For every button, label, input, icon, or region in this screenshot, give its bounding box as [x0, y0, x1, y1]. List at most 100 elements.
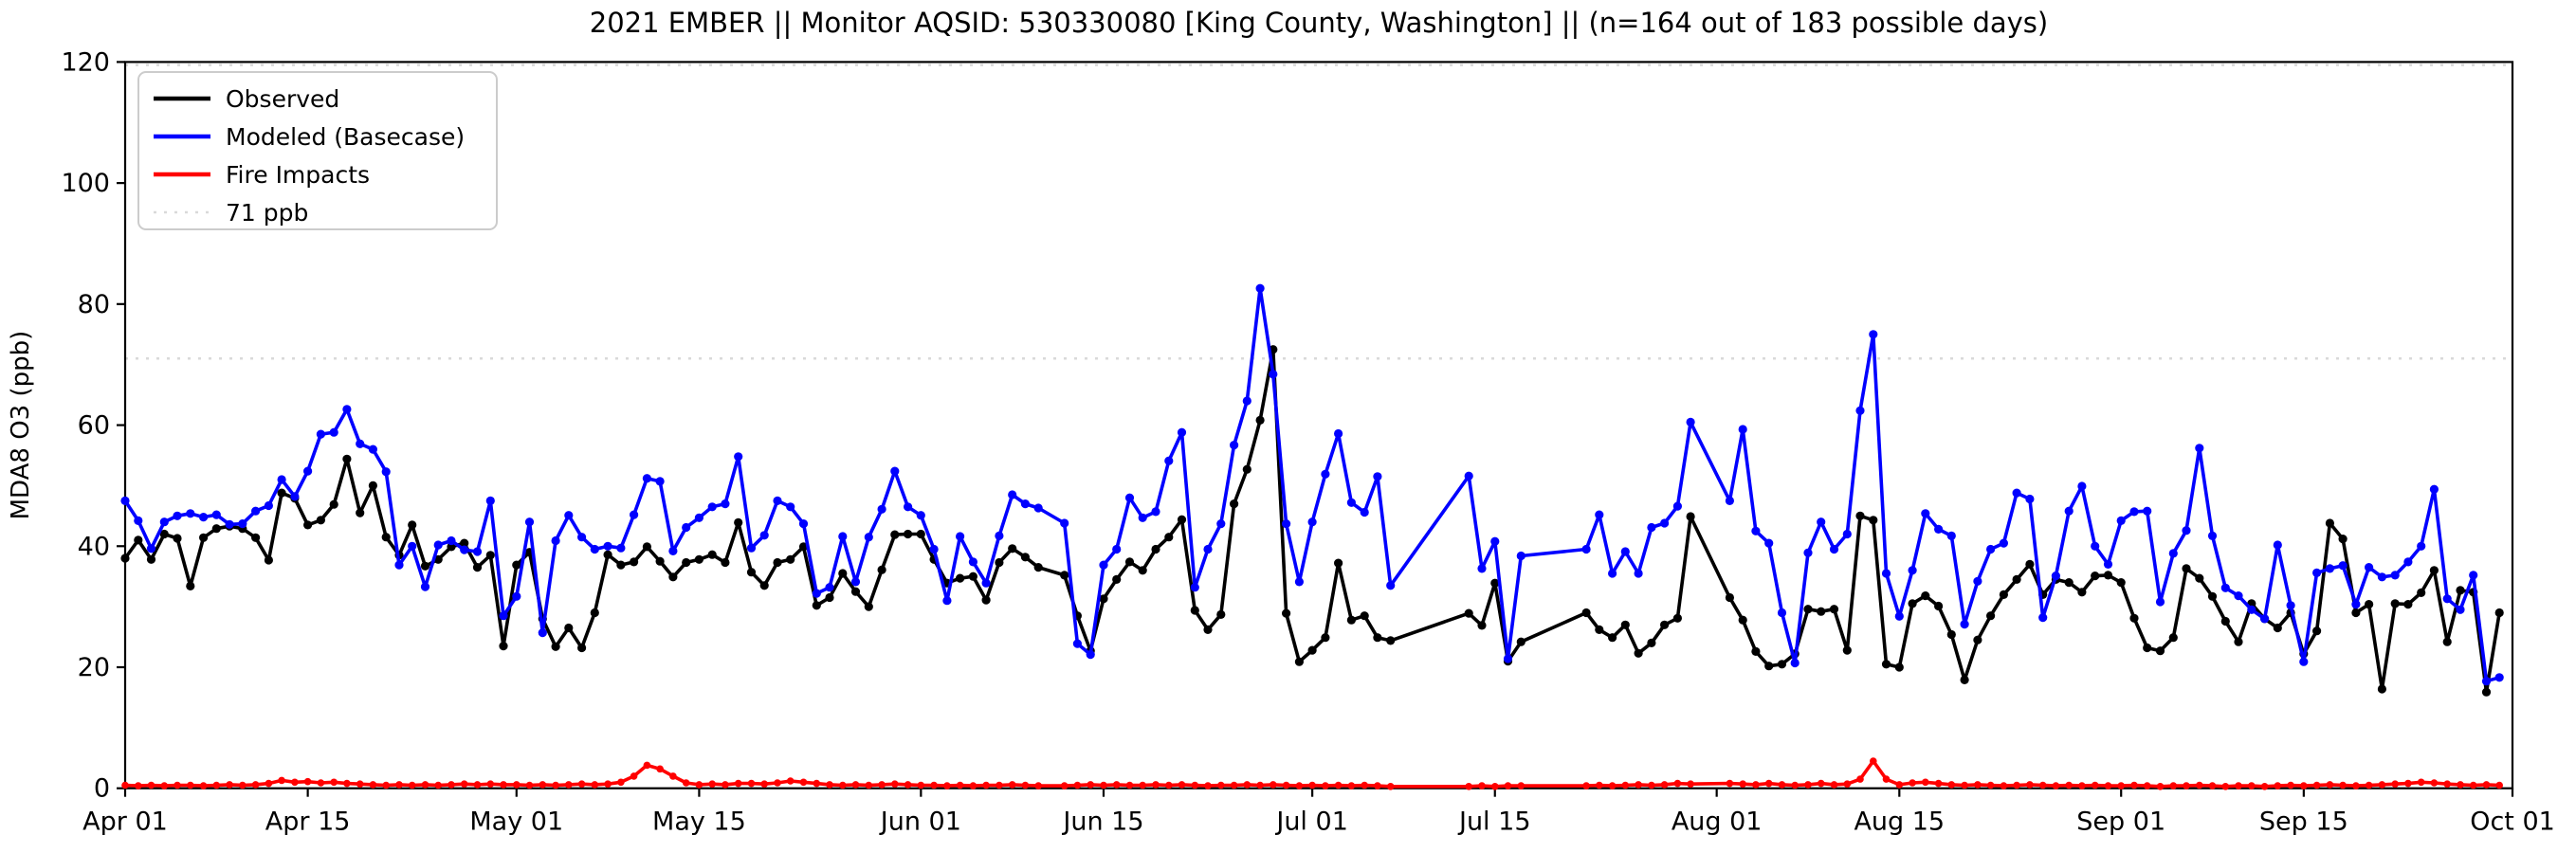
series-point-modeled-basecase-	[485, 496, 495, 506]
series-point-fire-impacts	[265, 779, 273, 788]
series-point-modeled-basecase-	[1242, 396, 1251, 406]
series-point-modeled-basecase-	[1216, 519, 1226, 529]
series-point-observed	[1908, 599, 1917, 608]
series-point-fire-impacts	[317, 779, 325, 787]
series-point-modeled-basecase-	[2286, 601, 2295, 610]
series-point-observed	[1634, 648, 1643, 658]
series-point-observed	[1921, 591, 1930, 601]
series-point-modeled-basecase-	[603, 541, 612, 551]
series-point-fire-impacts	[2065, 781, 2073, 789]
series-point-modeled-basecase-	[1946, 531, 1956, 541]
series-point-observed	[1842, 645, 1852, 655]
series-point-observed	[1124, 557, 1135, 567]
series-point-modeled-basecase-	[1464, 471, 1473, 481]
series-point-observed	[564, 623, 574, 633]
series-point-observed	[812, 601, 821, 610]
series-point-fire-impacts	[239, 781, 247, 789]
series-point-modeled-basecase-	[1151, 507, 1160, 517]
series-point-fire-impacts	[604, 780, 612, 788]
series-point-observed	[1817, 607, 1826, 616]
series-point-modeled-basecase-	[460, 545, 469, 554]
series-point-fire-impacts	[356, 780, 364, 788]
series-point-observed	[1946, 629, 1956, 640]
series-point-observed	[342, 454, 352, 463]
series-point-fire-impacts	[2312, 781, 2321, 789]
series-point-observed	[1751, 646, 1761, 657]
series-point-fire-impacts	[513, 781, 521, 789]
series-point-fire-impacts	[1491, 783, 1499, 790]
series-point-fire-impacts	[1764, 779, 1773, 788]
series-point-observed	[1672, 613, 1682, 623]
series-point-modeled-basecase-	[1072, 639, 1082, 648]
series-point-fire-impacts	[434, 781, 443, 789]
series-point-fire-impacts	[1870, 757, 1877, 765]
series-point-modeled-basecase-	[2260, 614, 2270, 624]
series-point-fire-impacts	[500, 781, 507, 789]
series-point-fire-impacts	[747, 779, 756, 788]
series-point-modeled-basecase-	[1060, 518, 1069, 528]
series-point-modeled-basecase-	[838, 532, 848, 541]
series-point-observed	[1386, 636, 1396, 645]
series-point-fire-impacts	[552, 781, 559, 789]
series-point-modeled-basecase-	[995, 531, 1004, 541]
series-point-modeled-basecase-	[1725, 496, 1734, 506]
series-point-modeled-basecase-	[1999, 538, 2008, 548]
series-point-observed	[199, 533, 209, 542]
series-point-modeled-basecase-	[2456, 605, 2465, 614]
series-point-modeled-basecase-	[981, 578, 991, 588]
series-point-fire-impacts	[382, 781, 391, 789]
series-point-modeled-basecase-	[850, 577, 861, 587]
series-point-observed	[551, 642, 560, 651]
x-tick-label: May 01	[469, 808, 563, 837]
series-point-fire-impacts	[2391, 780, 2399, 788]
series-point-modeled-basecase-	[2325, 564, 2334, 573]
series-point-observed	[1490, 578, 1500, 588]
series-point-fire-impacts	[1986, 781, 1995, 789]
series-point-observed	[1660, 620, 1670, 629]
series-point-fire-impacts	[969, 782, 977, 789]
series-point-fire-impacts	[2287, 781, 2294, 789]
series-point-fire-impacts	[2300, 782, 2308, 789]
series-point-fire-impacts	[826, 781, 833, 789]
series-point-observed	[916, 529, 925, 539]
series-point-fire-impacts	[1804, 781, 1812, 789]
series-point-observed	[356, 508, 365, 517]
series-point-observed	[1112, 574, 1122, 585]
series-point-observed	[682, 557, 691, 568]
series-point-observed	[329, 499, 338, 509]
series-point-observed	[1725, 592, 1734, 603]
series-point-observed	[2143, 643, 2152, 653]
series-point-modeled-basecase-	[1973, 576, 1982, 586]
series-point-fire-impacts	[473, 781, 482, 789]
series-point-modeled-basecase-	[356, 439, 365, 448]
series-point-modeled-basecase-	[1634, 569, 1643, 578]
series-point-modeled-basecase-	[616, 543, 626, 553]
series-point-observed	[146, 554, 156, 564]
series-point-modeled-basecase-	[1934, 524, 1944, 535]
series-point-modeled-basecase-	[1672, 501, 1682, 511]
series-point-modeled-basecase-	[134, 516, 143, 526]
series-point-fire-impacts	[135, 782, 142, 789]
series-point-observed	[1764, 662, 1774, 671]
series-point-observed	[1595, 625, 1604, 635]
series-point-modeled-basecase-	[2129, 507, 2139, 517]
series-point-observed	[1777, 660, 1787, 669]
y-tick-label: 0	[94, 774, 110, 804]
legend-label-0: Observed	[226, 85, 339, 113]
series-point-fire-impacts	[1073, 781, 1082, 789]
series-point-modeled-basecase-	[368, 445, 377, 454]
series-point-modeled-basecase-	[812, 589, 821, 598]
series-point-observed	[2025, 559, 2035, 570]
series-point-modeled-basecase-	[2207, 531, 2218, 541]
series-point-fire-impacts	[1112, 781, 1121, 789]
series-point-modeled-basecase-	[956, 532, 965, 541]
series-point-fire-impacts	[695, 781, 703, 789]
series-point-observed	[2207, 591, 2218, 601]
series-point-modeled-basecase-	[890, 466, 900, 476]
series-point-modeled-basecase-	[159, 517, 169, 527]
series-point-modeled-basecase-	[2273, 540, 2282, 550]
y-tick-label: 20	[78, 653, 110, 682]
series-point-modeled-basecase-	[1334, 428, 1343, 439]
series-point-fire-impacts	[956, 781, 964, 789]
series-point-observed	[1999, 590, 2008, 600]
